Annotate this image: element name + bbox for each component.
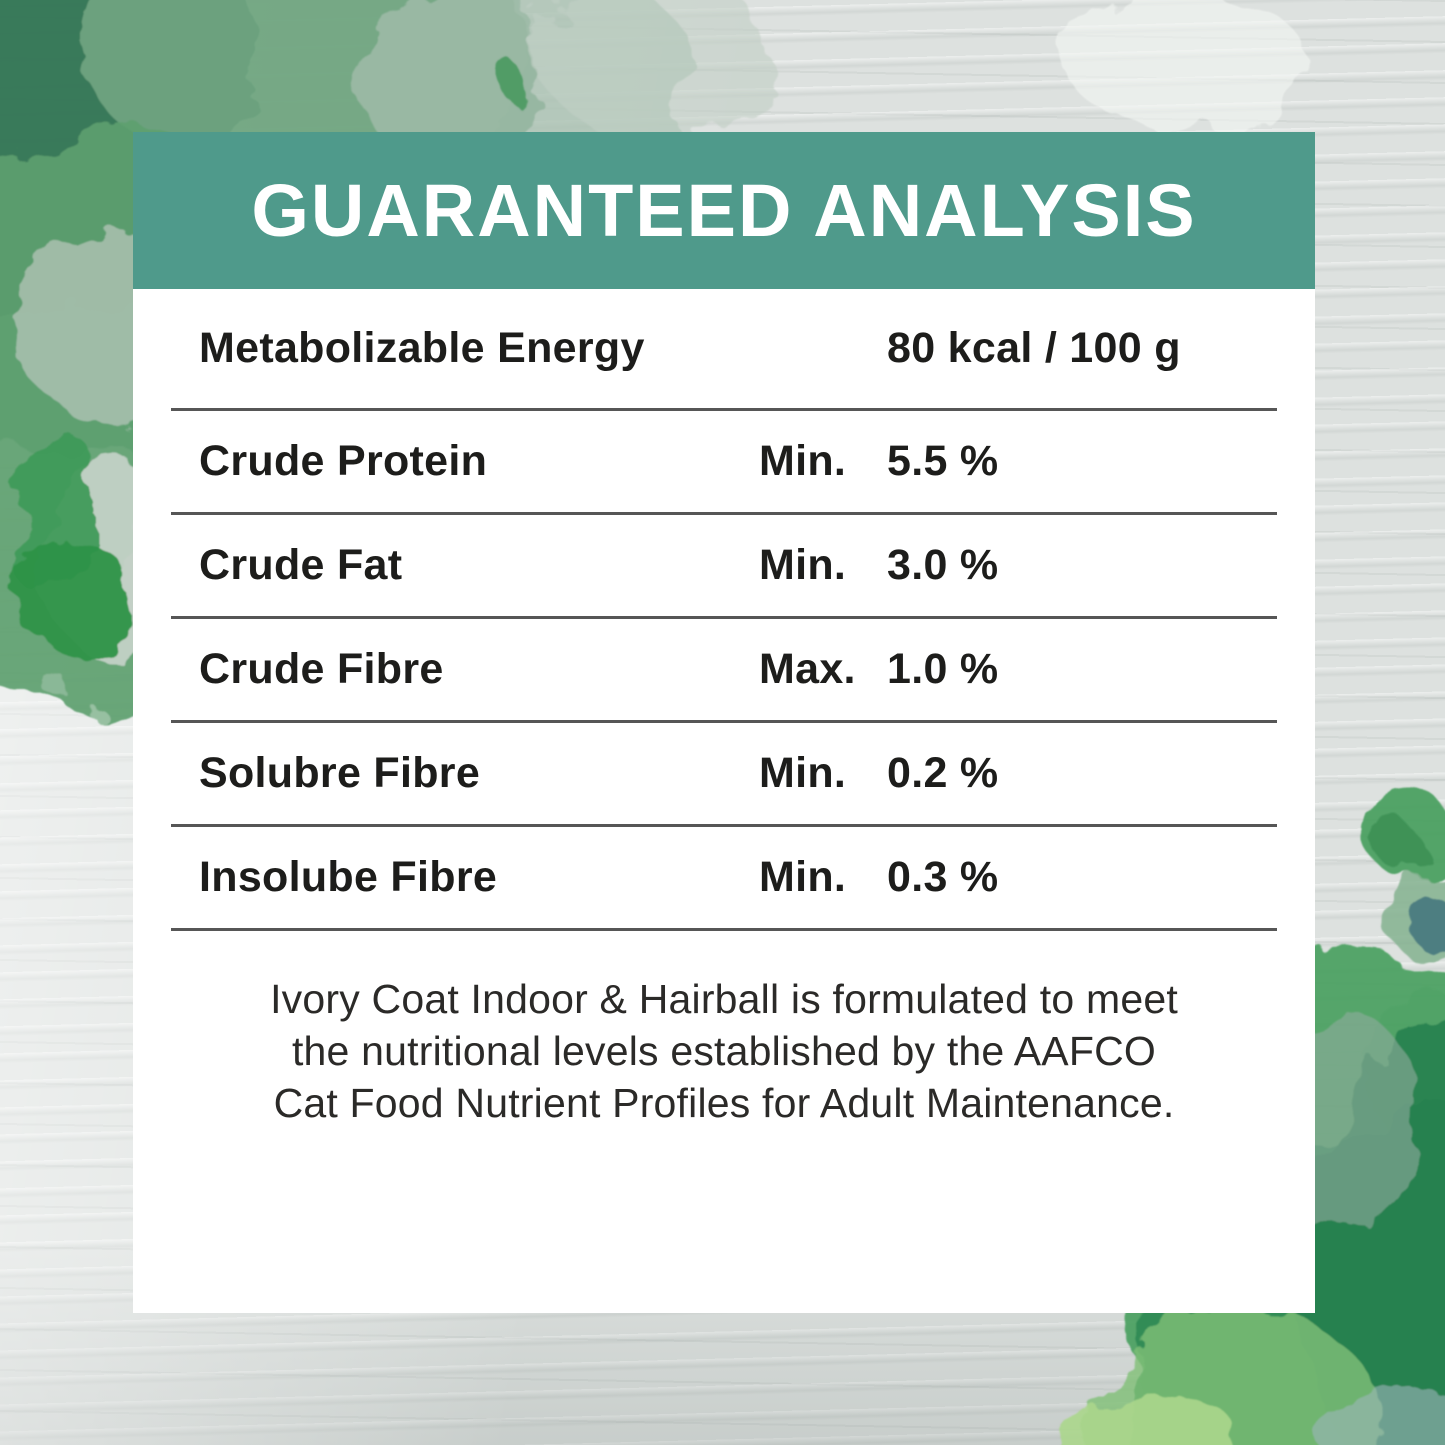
aafco-statement-line: Ivory Coat Indoor & Hairball is formulat… [270,976,1178,1022]
table-row: Insolube Fibre Min. 0.3 % [171,824,1277,928]
aafco-statement-line: Cat Food Nutrient Profiles for Adult Mai… [273,1080,1175,1126]
guaranteed-analysis-card: GUARANTEED ANALYSIS Metabolizable Energy… [133,132,1315,1313]
nutrient-label: Crude Fat [199,541,403,589]
guaranteed-analysis-table: Metabolizable Energy 80 kcal / 100 g Cru… [171,289,1277,931]
analysis-header-banner: GUARANTEED ANALYSIS [133,132,1315,289]
aafco-statement-line: the nutritional levels established by th… [291,1028,1157,1074]
nutrient-label: Metabolizable Energy [199,324,645,372]
value-label: 80 kcal / 100 g [887,324,1181,372]
table-row: Solubre Fibre Min. 0.2 % [171,720,1277,824]
table-row: Metabolizable Energy 80 kcal / 100 g [171,289,1277,408]
nutrient-label: Solubre Fibre [199,749,481,797]
nutrient-label: Crude Fibre [199,645,444,693]
table-row: Crude Fibre Max. 1.0 % [171,616,1277,720]
table-row: Crude Protein Min. 5.5 % [171,408,1277,512]
analysis-title: GUARANTEED ANALYSIS [251,169,1197,252]
value-label: 1.0 % [887,645,999,693]
qualifier-label: Min. [759,853,847,901]
qualifier-label: Min. [759,541,847,589]
table-row: Crude Fat Min. 3.0 % [171,512,1277,616]
value-label: 5.5 % [887,437,999,485]
qualifier-label: Min. [759,749,847,797]
value-label: 0.3 % [887,853,999,901]
nutrient-label: Insolube Fibre [199,853,498,901]
value-label: 0.2 % [887,749,999,797]
nutrient-label: Crude Protein [199,437,488,485]
aafco-statement: Ivory Coat Indoor & Hairball is formulat… [159,973,1289,1129]
qualifier-label: Max. [759,645,856,693]
qualifier-label: Min. [759,437,847,485]
watercolor-splatter-right [498,0,1445,1445]
value-label: 3.0 % [887,541,999,589]
